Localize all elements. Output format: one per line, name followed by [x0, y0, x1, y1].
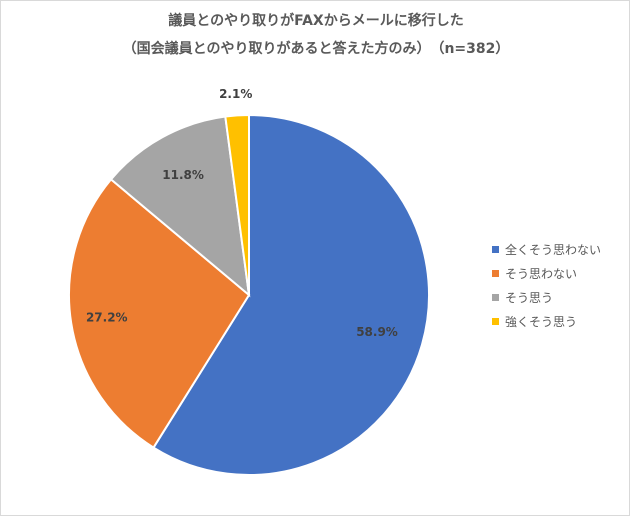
legend-swatch: [492, 317, 499, 325]
pie-slices: [68, 113, 430, 476]
legend-label: そう思う: [505, 290, 554, 305]
data-label-3: 11.8%: [162, 168, 204, 182]
legend-label: 強くそう思う: [505, 314, 578, 329]
legend-item-4: 強くそう思う: [492, 309, 601, 333]
chart-subtitle: （国会議員とのやり取りがあると答えた方のみ） （n=382）: [122, 41, 510, 57]
legend-item-1: 全くそう思わない: [492, 237, 601, 261]
data-label-4: 2.1%: [219, 87, 252, 101]
legend: 全くそう思わない そう思わない そう思う強くそう思う: [492, 237, 601, 333]
legend-label: そう思わない: [505, 266, 578, 281]
legend-swatch: [492, 245, 499, 253]
legend-swatch: [492, 269, 499, 277]
data-labels: 58.9% 27.2% 11.8% 2.1%: [86, 87, 398, 339]
legend-item-2: そう思わない: [492, 261, 601, 285]
data-label-1: 58.9%: [356, 325, 398, 339]
legend-label: 全くそう思わない: [505, 242, 602, 257]
pie-slice-3: [109, 115, 251, 298]
legend-item-3: そう思う: [492, 285, 601, 309]
chart-title: 議員とのやり取りがFAXからメールに移行した: [168, 13, 464, 29]
pie-slice-4: [224, 113, 250, 296]
data-label-2: 27.2%: [86, 311, 128, 325]
pie-slice-2: [68, 177, 251, 449]
pie-slice-1: [152, 113, 430, 476]
legend-swatch: [492, 293, 499, 301]
